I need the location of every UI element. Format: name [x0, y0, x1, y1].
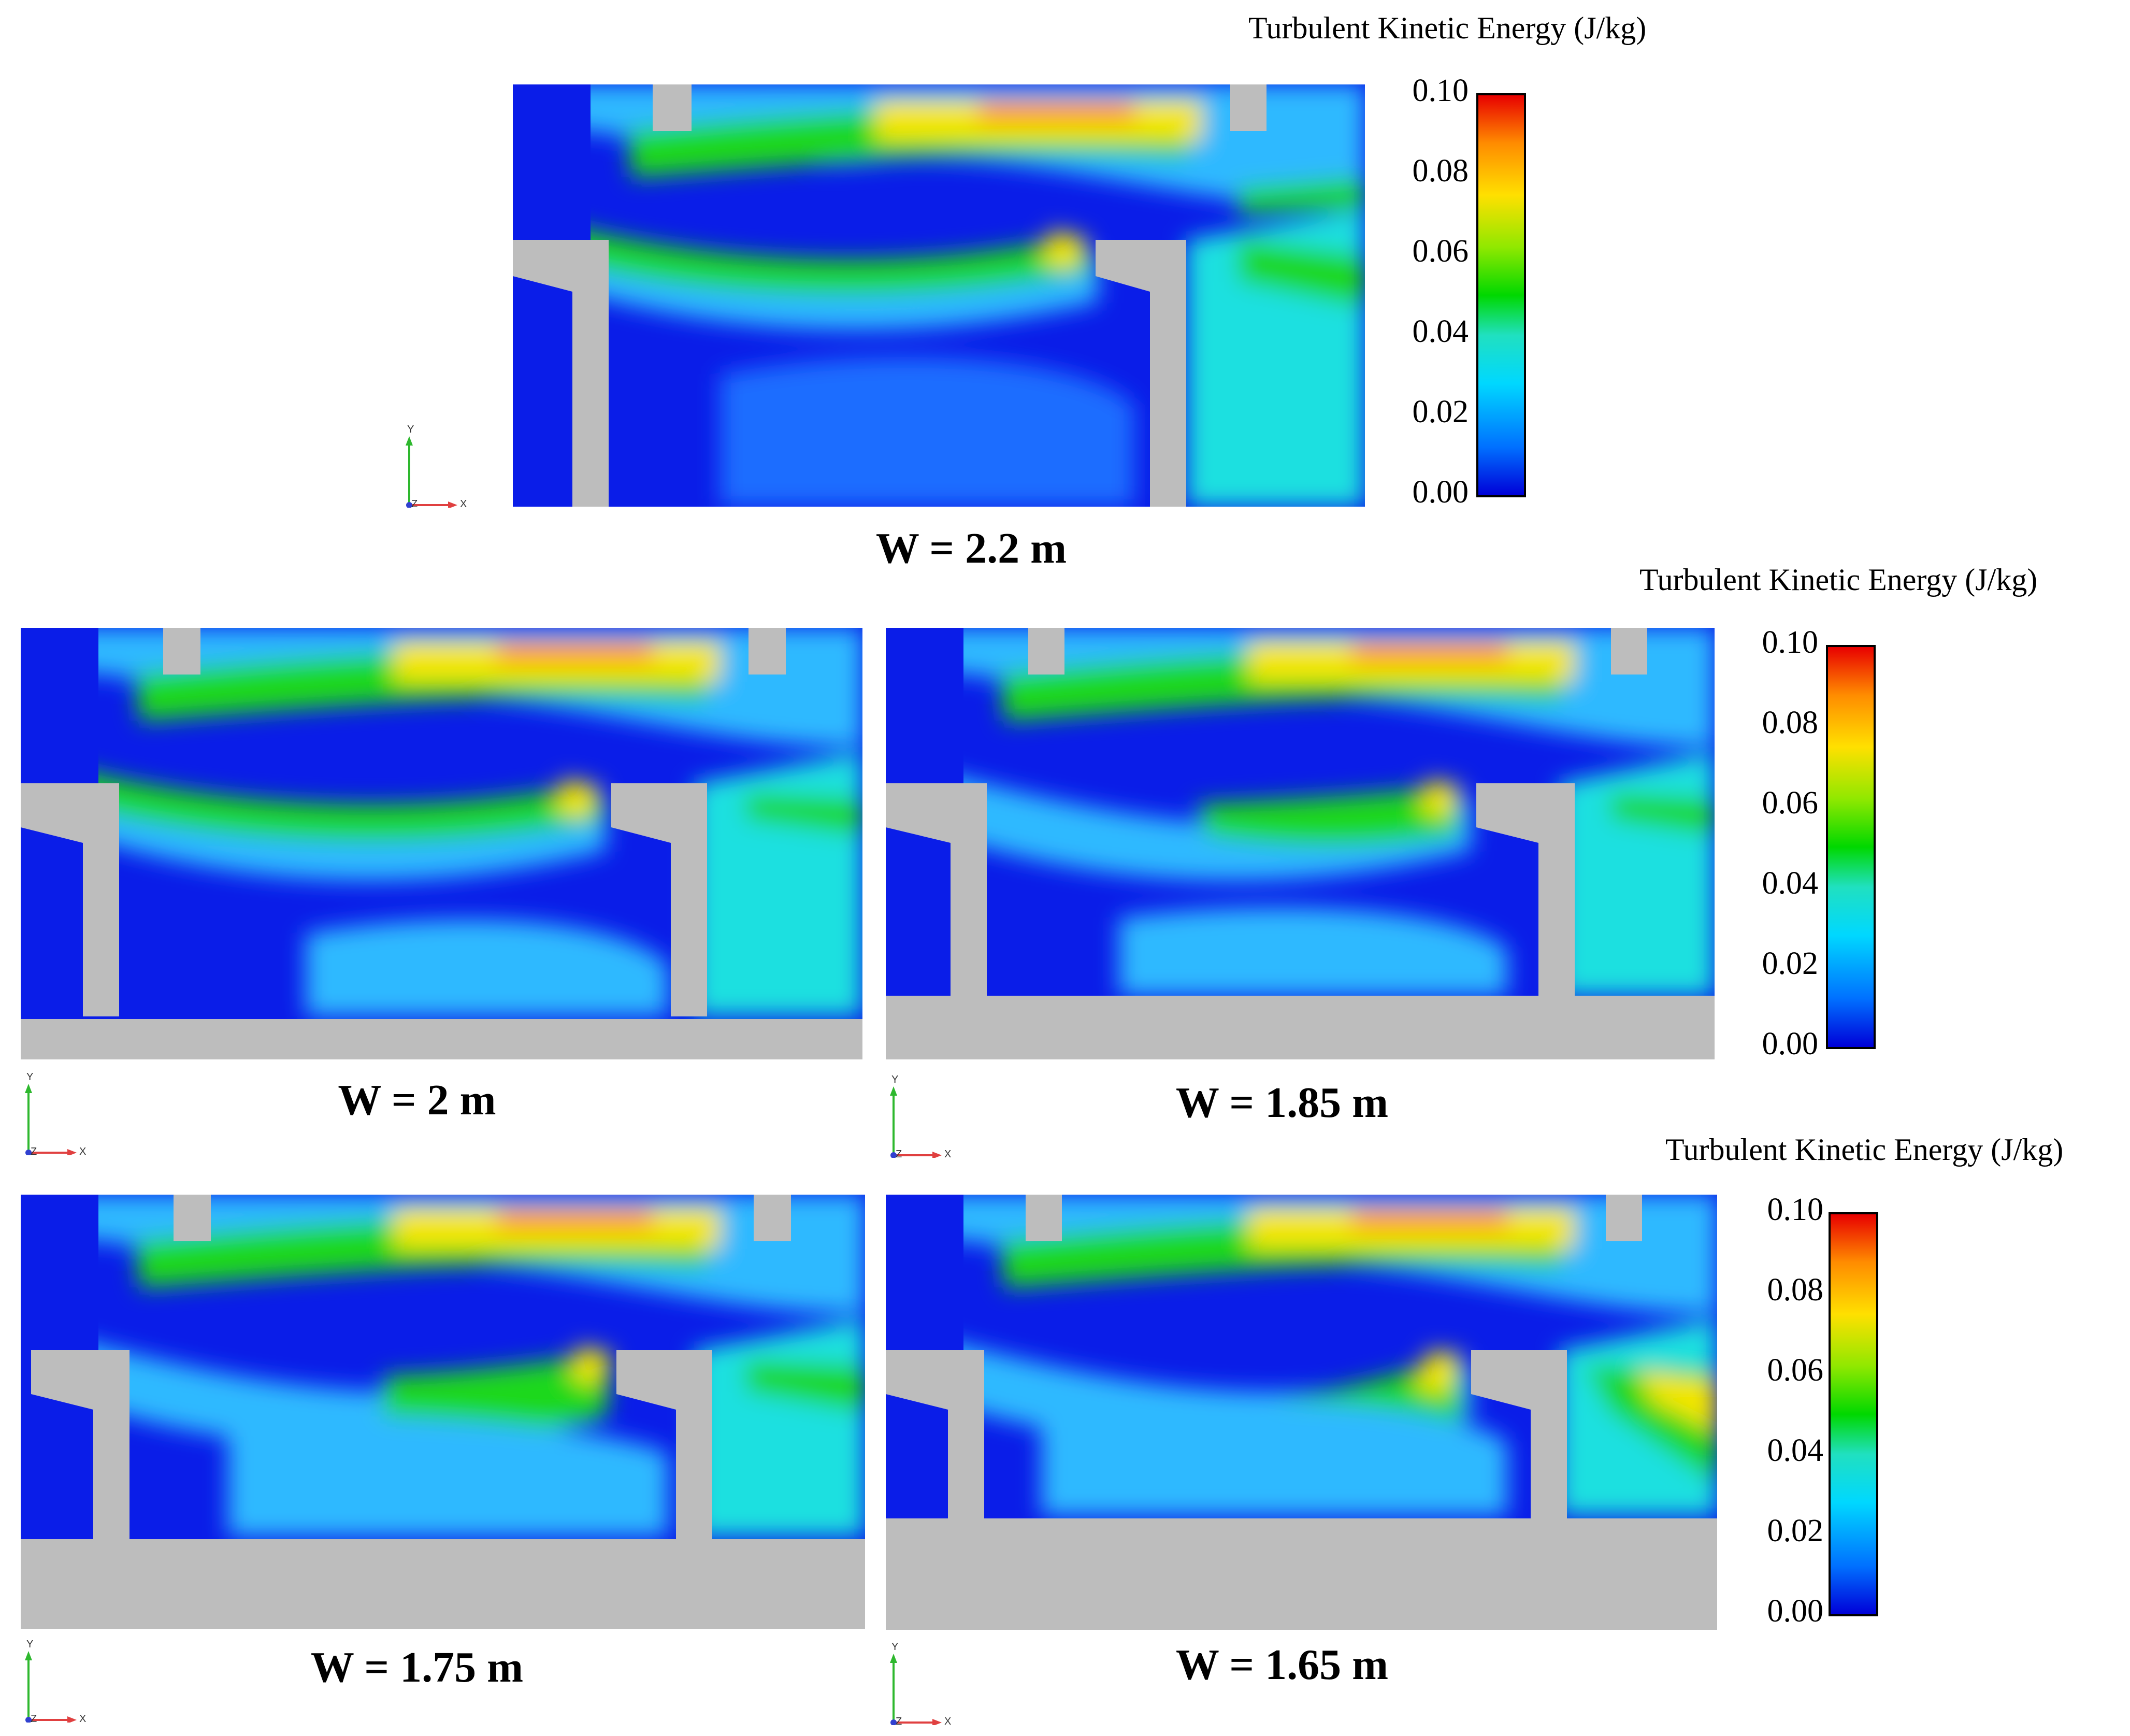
colorbar-2-tick-000: 0.00	[1762, 1026, 1819, 1061]
caption-w175: W = 1.75 m	[310, 1643, 524, 1691]
triad-3-z-label: Z	[896, 1149, 902, 1160]
axis-triad-icon-2	[25, 1084, 77, 1155]
colorbar-3-tick-008: 0.08	[1767, 1272, 1824, 1308]
caption-w22: W = 2.2 m	[875, 524, 1067, 572]
colorbar-1-tick-004: 0.04	[1412, 314, 1469, 349]
axis-triad-icon-4	[25, 1651, 77, 1723]
contour-panel-w165	[886, 1195, 1717, 1630]
colorbar-2-tick-002: 0.02	[1762, 946, 1819, 981]
triad-1-y-label: Y	[407, 424, 414, 435]
colorbar-1-tick-006: 0.06	[1412, 234, 1469, 269]
triad-1-z-label: Z	[411, 498, 418, 510]
triad-2-y-label: Y	[26, 1071, 34, 1083]
colorbar-3	[1829, 1212, 1878, 1616]
triad-5-z-label: Z	[896, 1716, 902, 1727]
colorbar-1-tick-010: 0.10	[1412, 73, 1469, 108]
triad-2-x-label: X	[79, 1146, 87, 1157]
colorbar-2-tick-008: 0.08	[1762, 705, 1819, 740]
colorbar-1-tick-008: 0.08	[1412, 153, 1469, 189]
triad-2-z-label: Z	[31, 1146, 37, 1157]
colorbar-3-tick-000: 0.00	[1767, 1594, 1824, 1629]
triad-5-x-label: X	[944, 1716, 952, 1727]
colorbar-1-tick-000: 0.00	[1412, 475, 1469, 510]
colorbar-3-tick-004: 0.04	[1767, 1433, 1824, 1468]
colorbar-title-2: Turbulent Kinetic Energy (J/kg)	[1639, 563, 2038, 597]
colorbar-3-tick-010: 0.10	[1767, 1192, 1824, 1227]
caption-w185: W = 1.85 m	[1175, 1079, 1389, 1127]
colorbar-title-3: Turbulent Kinetic Energy (J/kg)	[1665, 1132, 2064, 1167]
triad-1-x-label: X	[460, 498, 467, 510]
axis-triad-icon-1	[406, 436, 457, 508]
triad-3-x-label: X	[944, 1149, 952, 1160]
colorbar-2-tick-006: 0.06	[1762, 785, 1819, 821]
contour-panel-w185	[886, 628, 1715, 1059]
contour-panel-w175	[21, 1195, 865, 1629]
axis-triad-icon-3	[890, 1086, 942, 1158]
contour-panel-w22	[513, 84, 1365, 507]
triad-4-z-label: Z	[31, 1713, 37, 1725]
colorbar-1	[1476, 93, 1526, 497]
caption-w2: W = 2 m	[338, 1076, 496, 1124]
colorbar-2	[1826, 645, 1876, 1049]
triad-5-y-label: Y	[891, 1641, 899, 1653]
triad-3-y-label: Y	[891, 1074, 899, 1085]
contour-panel-w2	[21, 628, 862, 1059]
colorbar-2-tick-010: 0.10	[1762, 625, 1819, 660]
colorbar-2-tick-004: 0.04	[1762, 866, 1819, 901]
colorbar-1-tick-002: 0.02	[1412, 394, 1469, 429]
colorbar-3-tick-002: 0.02	[1767, 1513, 1824, 1548]
triad-4-y-label: Y	[26, 1639, 34, 1650]
colorbar-title-1: Turbulent Kinetic Energy (J/kg)	[1248, 11, 1647, 45]
colorbar-3-tick-006: 0.06	[1767, 1353, 1824, 1388]
caption-w165: W = 1.65 m	[1175, 1641, 1389, 1689]
triad-4-x-label: X	[79, 1713, 87, 1725]
axis-triad-icon-5	[890, 1654, 942, 1725]
